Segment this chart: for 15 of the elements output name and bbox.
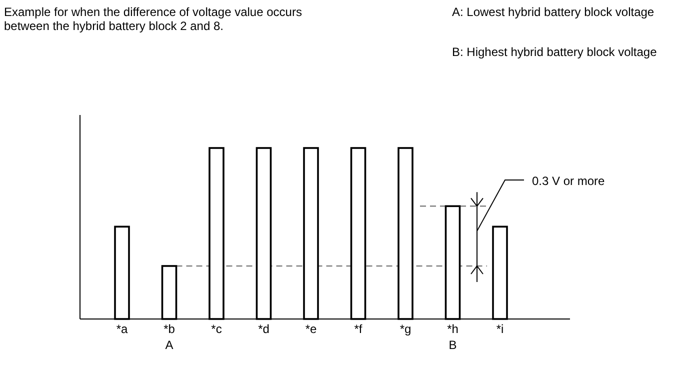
x-tick-label: *i	[496, 322, 504, 336]
x-tick-label: *f	[354, 322, 363, 336]
x-tick-label: *h	[447, 322, 458, 336]
x-tick-label: *a	[116, 322, 128, 336]
text: B	[448, 338, 457, 352]
x-tick-label: *e	[305, 322, 317, 336]
text: A: Lowest hybrid battery block voltage	[452, 5, 654, 19]
x-tick-label: *d	[258, 322, 270, 336]
text: 0.3 V or more	[532, 174, 606, 188]
x-tick-label: *c	[211, 322, 222, 336]
x-tick-label: *g	[400, 322, 412, 336]
x-tick-label: *b	[164, 322, 176, 336]
chart-title: Example for when the difference of voltage value occurs between the hybrid battery block 2 and 8.	[4, 5, 302, 33]
text: A	[165, 338, 174, 352]
text: B: Highest hybrid battery block voltage	[452, 45, 658, 59]
